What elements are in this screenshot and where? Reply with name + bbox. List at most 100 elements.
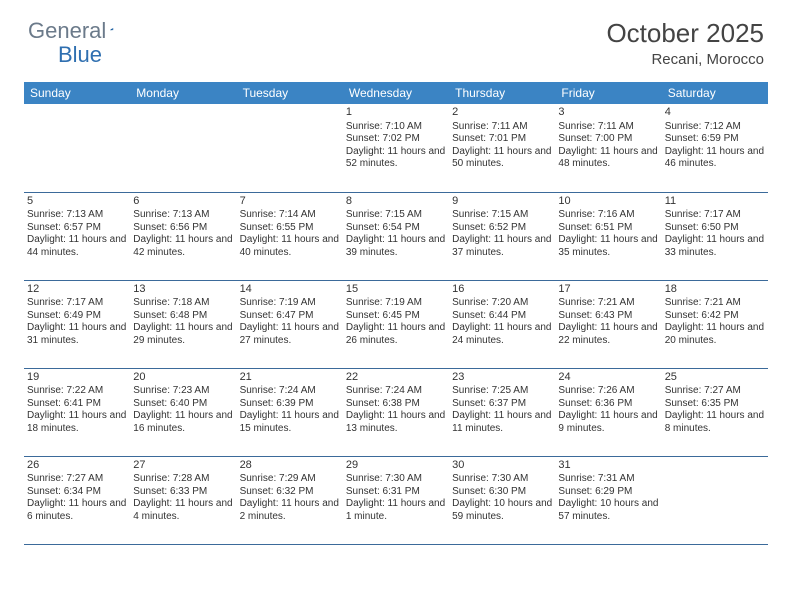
sunrise-text: Sunrise: 7:31 AM: [558, 473, 658, 486]
daylight-text: Daylight: 11 hours and 42 minutes.: [133, 234, 233, 259]
sunrise-text: Sunrise: 7:17 AM: [27, 297, 127, 310]
sunrise-text: Sunrise: 7:11 AM: [452, 121, 552, 134]
day-number: 5: [27, 195, 127, 209]
sunrise-text: Sunrise: 7:24 AM: [346, 385, 446, 398]
day-number: 4: [665, 106, 765, 120]
daylight-text: Daylight: 11 hours and 8 minutes.: [665, 410, 765, 435]
sunset-text: Sunset: 6:30 PM: [452, 486, 552, 499]
day-number: 11: [665, 195, 765, 209]
weekday-header: Thursday: [449, 82, 555, 104]
weekday-header: Saturday: [662, 82, 768, 104]
calendar-cell: 26Sunrise: 7:27 AMSunset: 6:34 PMDayligh…: [24, 456, 130, 544]
sunrise-text: Sunrise: 7:27 AM: [27, 473, 127, 486]
calendar-cell: 17Sunrise: 7:21 AMSunset: 6:43 PMDayligh…: [555, 280, 661, 368]
daylight-text: Daylight: 11 hours and 39 minutes.: [346, 234, 446, 259]
calendar-cell: 10Sunrise: 7:16 AMSunset: 6:51 PMDayligh…: [555, 192, 661, 280]
day-number: 22: [346, 371, 446, 385]
daylight-text: Daylight: 11 hours and 33 minutes.: [665, 234, 765, 259]
sunrise-text: Sunrise: 7:17 AM: [665, 209, 765, 222]
day-number: 14: [240, 283, 340, 297]
calendar-cell: 21Sunrise: 7:24 AMSunset: 6:39 PMDayligh…: [237, 368, 343, 456]
day-number: 16: [452, 283, 552, 297]
daylight-text: Daylight: 11 hours and 2 minutes.: [240, 498, 340, 523]
day-number: 3: [558, 106, 658, 120]
daylight-text: Daylight: 11 hours and 9 minutes.: [558, 410, 658, 435]
sunset-text: Sunset: 6:47 PM: [240, 310, 340, 323]
sunrise-text: Sunrise: 7:21 AM: [558, 297, 658, 310]
day-number: 12: [27, 283, 127, 297]
calendar-cell: 25Sunrise: 7:27 AMSunset: 6:35 PMDayligh…: [662, 368, 768, 456]
sunset-text: Sunset: 6:42 PM: [665, 310, 765, 323]
calendar-cell: 30Sunrise: 7:30 AMSunset: 6:30 PMDayligh…: [449, 456, 555, 544]
sunset-text: Sunset: 6:41 PM: [27, 398, 127, 411]
weekday-header: Tuesday: [237, 82, 343, 104]
weekday-header: Monday: [130, 82, 236, 104]
daylight-text: Daylight: 11 hours and 20 minutes.: [665, 322, 765, 347]
weekday-header-row: Sunday Monday Tuesday Wednesday Thursday…: [24, 82, 768, 104]
day-number: 26: [27, 459, 127, 473]
day-number: 15: [346, 283, 446, 297]
day-number: 29: [346, 459, 446, 473]
sunrise-text: Sunrise: 7:30 AM: [452, 473, 552, 486]
daylight-text: Daylight: 11 hours and 44 minutes.: [27, 234, 127, 259]
sunset-text: Sunset: 6:31 PM: [346, 486, 446, 499]
sunset-text: Sunset: 6:57 PM: [27, 222, 127, 235]
day-number: 19: [27, 371, 127, 385]
sunrise-text: Sunrise: 7:22 AM: [27, 385, 127, 398]
weekday-header: Friday: [555, 82, 661, 104]
calendar-cell: [237, 104, 343, 192]
sunrise-text: Sunrise: 7:18 AM: [133, 297, 233, 310]
calendar-cell: 8Sunrise: 7:15 AMSunset: 6:54 PMDaylight…: [343, 192, 449, 280]
header: General October 2025 Recani, Morocco: [0, 0, 792, 76]
day-number: 10: [558, 195, 658, 209]
day-number: 13: [133, 283, 233, 297]
daylight-text: Daylight: 11 hours and 22 minutes.: [558, 322, 658, 347]
weekday-header: Sunday: [24, 82, 130, 104]
daylight-text: Daylight: 11 hours and 13 minutes.: [346, 410, 446, 435]
day-number: 23: [452, 371, 552, 385]
daylight-text: Daylight: 11 hours and 46 minutes.: [665, 146, 765, 171]
daylight-text: Daylight: 11 hours and 6 minutes.: [27, 498, 127, 523]
daylight-text: Daylight: 11 hours and 50 minutes.: [452, 146, 552, 171]
daylight-text: Daylight: 11 hours and 26 minutes.: [346, 322, 446, 347]
sunset-text: Sunset: 6:40 PM: [133, 398, 233, 411]
day-number: 2: [452, 106, 552, 120]
sunset-text: Sunset: 6:52 PM: [452, 222, 552, 235]
daylight-text: Daylight: 10 hours and 57 minutes.: [558, 498, 658, 523]
sunrise-text: Sunrise: 7:28 AM: [133, 473, 233, 486]
day-number: 8: [346, 195, 446, 209]
sunrise-text: Sunrise: 7:27 AM: [665, 385, 765, 398]
day-number: 6: [133, 195, 233, 209]
calendar-table: Sunday Monday Tuesday Wednesday Thursday…: [24, 82, 768, 545]
sunset-text: Sunset: 6:51 PM: [558, 222, 658, 235]
calendar-cell: 9Sunrise: 7:15 AMSunset: 6:52 PMDaylight…: [449, 192, 555, 280]
day-number: 25: [665, 371, 765, 385]
calendar-cell: 3Sunrise: 7:11 AMSunset: 7:00 PMDaylight…: [555, 104, 661, 192]
weekday-header: Wednesday: [343, 82, 449, 104]
calendar-cell: [130, 104, 236, 192]
sunrise-text: Sunrise: 7:10 AM: [346, 121, 446, 134]
sunrise-text: Sunrise: 7:15 AM: [346, 209, 446, 222]
daylight-text: Daylight: 11 hours and 1 minute.: [346, 498, 446, 523]
daylight-text: Daylight: 11 hours and 11 minutes.: [452, 410, 552, 435]
day-number: 27: [133, 459, 233, 473]
daylight-text: Daylight: 11 hours and 24 minutes.: [452, 322, 552, 347]
sunrise-text: Sunrise: 7:11 AM: [558, 121, 658, 134]
daylight-text: Daylight: 11 hours and 18 minutes.: [27, 410, 127, 435]
calendar-cell: 6Sunrise: 7:13 AMSunset: 6:56 PMDaylight…: [130, 192, 236, 280]
sunset-text: Sunset: 6:32 PM: [240, 486, 340, 499]
calendar-cell: 18Sunrise: 7:21 AMSunset: 6:42 PMDayligh…: [662, 280, 768, 368]
sunset-text: Sunset: 6:49 PM: [27, 310, 127, 323]
day-number: 9: [452, 195, 552, 209]
sunset-text: Sunset: 6:50 PM: [665, 222, 765, 235]
sunrise-text: Sunrise: 7:23 AM: [133, 385, 233, 398]
daylight-text: Daylight: 10 hours and 59 minutes.: [452, 498, 552, 523]
calendar-cell: 13Sunrise: 7:18 AMSunset: 6:48 PMDayligh…: [130, 280, 236, 368]
daylight-text: Daylight: 11 hours and 4 minutes.: [133, 498, 233, 523]
calendar-cell: 11Sunrise: 7:17 AMSunset: 6:50 PMDayligh…: [662, 192, 768, 280]
sunset-text: Sunset: 7:02 PM: [346, 133, 446, 146]
sunset-text: Sunset: 6:39 PM: [240, 398, 340, 411]
sunrise-text: Sunrise: 7:12 AM: [665, 121, 765, 134]
sunset-text: Sunset: 7:00 PM: [558, 133, 658, 146]
logo-text-blue: Blue: [58, 42, 102, 67]
